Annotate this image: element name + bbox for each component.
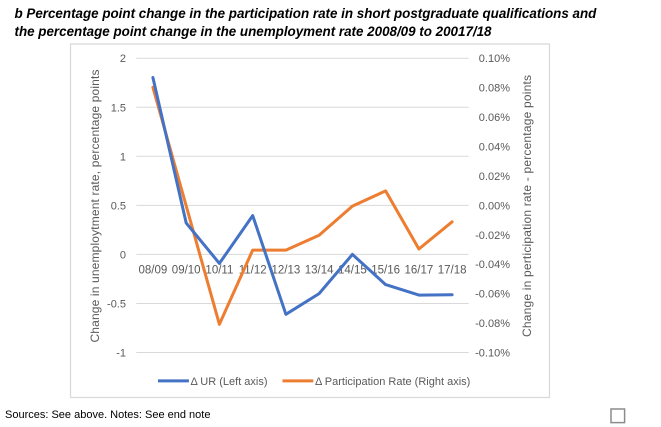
svg-text:10/11: 10/11: [205, 265, 233, 277]
svg-text:-0.04%: -0.04%: [475, 259, 510, 271]
svg-text:2: 2: [120, 53, 126, 65]
svg-text:09/10: 09/10: [172, 265, 201, 277]
svg-text:Δ UR (Left axis): Δ UR (Left axis): [191, 376, 268, 388]
svg-text:0.08%: 0.08%: [479, 83, 510, 95]
svg-text:-0.02%: -0.02%: [475, 230, 510, 242]
svg-text:1: 1: [120, 151, 126, 163]
svg-text:0.04%: 0.04%: [479, 142, 510, 154]
svg-text:-0.08%: -0.08%: [475, 318, 510, 330]
svg-text:0: 0: [120, 249, 126, 261]
svg-text:17/18: 17/18: [438, 265, 467, 277]
svg-text:Change in perticipation rate -: Change in perticipation rate - percentag…: [520, 75, 534, 337]
svg-text:14/15: 14/15: [338, 265, 367, 277]
svg-text:-0.5: -0.5: [107, 298, 126, 310]
svg-text:08/09: 08/09: [139, 265, 168, 277]
svg-text:12/13: 12/13: [272, 265, 301, 277]
svg-text:16/17: 16/17: [405, 265, 434, 277]
svg-text:-1: -1: [116, 348, 126, 360]
svg-text:1.5: 1.5: [111, 102, 126, 114]
svg-text:0.5: 0.5: [111, 200, 126, 212]
svg-text:b Percentage point change in t: b Percentage point change in the partici…: [15, 6, 598, 21]
svg-text:Change in unemploytment rate,: Change in unemploytment rate, percentage…: [88, 70, 102, 343]
svg-text:Sources: See above. Notes: See: Sources: See above. Notes: See end note: [5, 409, 210, 421]
svg-text:0.06%: 0.06%: [479, 112, 510, 124]
svg-text:0.10%: 0.10%: [479, 53, 510, 65]
svg-text:-0.10%: -0.10%: [475, 348, 510, 360]
svg-text:0.02%: 0.02%: [479, 171, 510, 183]
svg-text:13/14: 13/14: [305, 265, 334, 277]
svg-text:15/16: 15/16: [371, 265, 400, 277]
svg-text:-0.06%: -0.06%: [475, 289, 510, 301]
svg-text:Δ Participation Rate (Right ax: Δ Participation Rate (Right axis): [315, 376, 470, 388]
svg-text:0.00%: 0.00%: [479, 200, 510, 212]
svg-text:the percentage point change in: the percentage point change in the unemp…: [15, 24, 493, 39]
